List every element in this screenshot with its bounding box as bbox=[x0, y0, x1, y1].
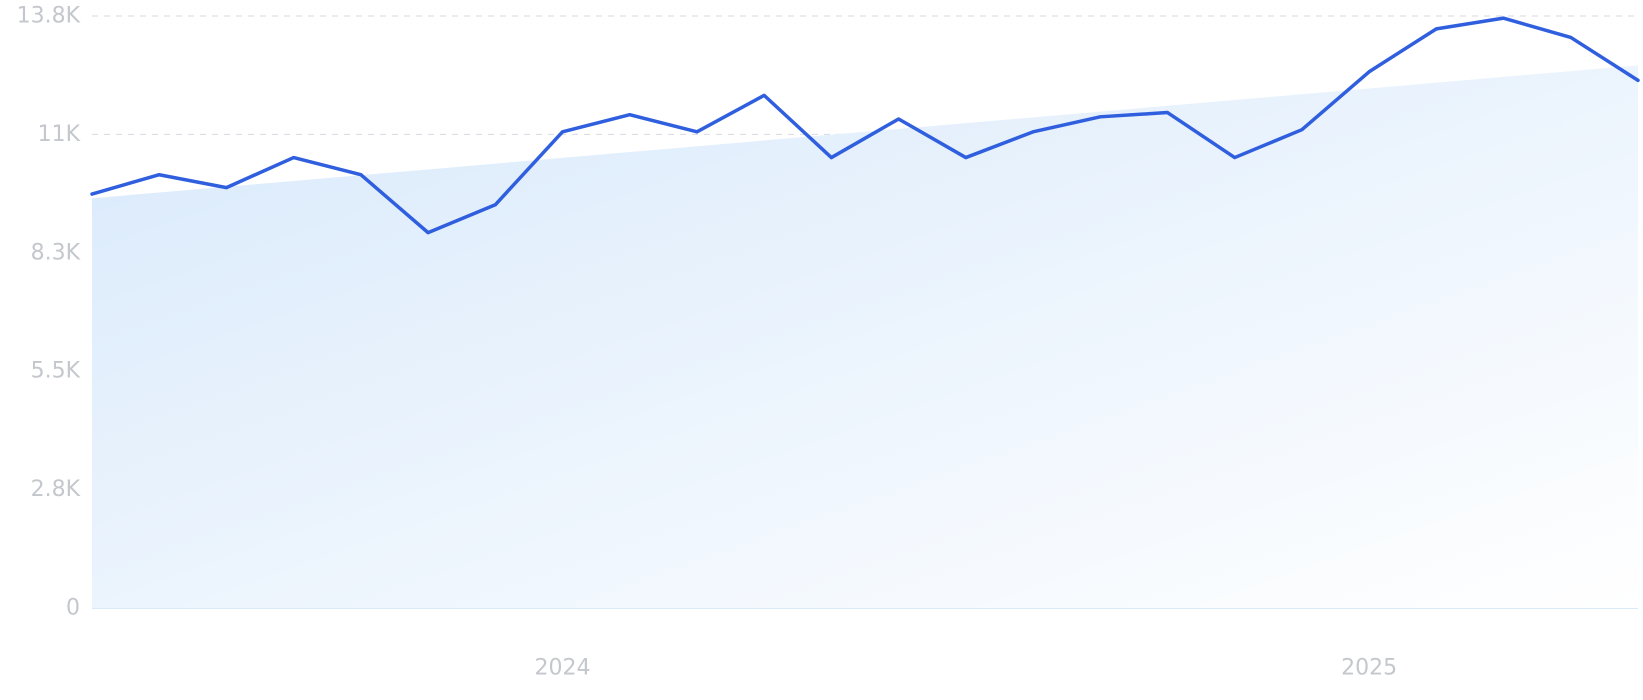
data-point bbox=[1502, 16, 1506, 20]
area-layer bbox=[92, 65, 1638, 609]
y-tick-label: 0 bbox=[66, 596, 80, 621]
y-tick-label: 8.3K bbox=[31, 240, 81, 265]
data-point bbox=[1636, 78, 1640, 82]
series-line bbox=[90, 16, 1640, 235]
data-point bbox=[359, 173, 363, 177]
data-point bbox=[1031, 130, 1035, 134]
data-point bbox=[90, 192, 94, 196]
x-axis: 2024 2025 bbox=[535, 656, 1398, 681]
y-tick-label: 13.8K bbox=[17, 4, 81, 29]
data-point bbox=[1165, 111, 1169, 115]
data-point bbox=[897, 117, 901, 121]
x-tick-label: 2025 bbox=[1341, 656, 1397, 681]
data-point bbox=[695, 130, 699, 134]
y-tick-label: 5.5K bbox=[31, 359, 81, 384]
data-point bbox=[1300, 128, 1304, 132]
y-tick-label: 11K bbox=[38, 122, 81, 147]
x-tick-label: 2024 bbox=[535, 656, 591, 681]
line-layer bbox=[90, 16, 1640, 235]
data-point bbox=[426, 231, 430, 235]
data-point bbox=[762, 93, 766, 97]
data-point bbox=[1098, 115, 1102, 119]
data-point bbox=[1434, 27, 1438, 31]
data-point bbox=[157, 173, 161, 177]
data-point bbox=[292, 156, 296, 160]
data-point bbox=[224, 186, 228, 190]
data-point bbox=[493, 203, 497, 207]
data-point bbox=[1569, 35, 1573, 39]
data-point bbox=[1367, 70, 1371, 74]
data-point bbox=[1233, 156, 1237, 160]
data-point bbox=[829, 156, 833, 160]
trend-area bbox=[92, 65, 1638, 609]
data-point bbox=[561, 130, 565, 134]
data-point bbox=[964, 156, 968, 160]
y-axis: 0 2.8K 5.5K 8.3K 11K 13.8K bbox=[17, 4, 81, 621]
y-tick-label: 2.8K bbox=[31, 477, 81, 502]
data-point bbox=[628, 113, 632, 117]
